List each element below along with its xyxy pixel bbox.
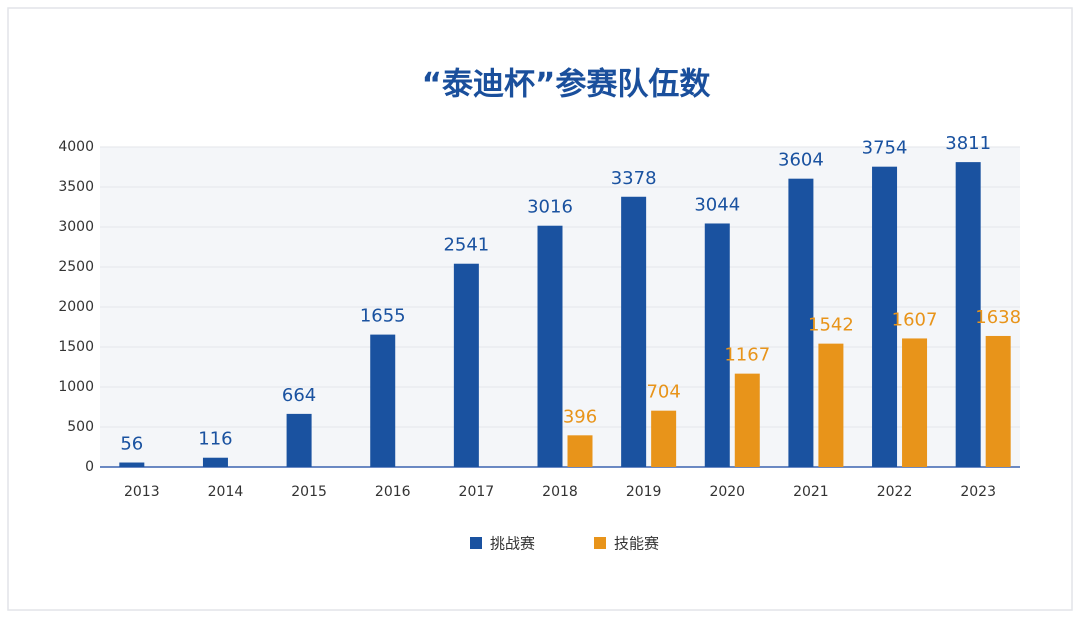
x-tick-label: 2018: [542, 484, 578, 500]
value-label: 116: [198, 429, 232, 450]
value-label: 2541: [443, 235, 489, 256]
bar: [119, 462, 145, 467]
bar: [537, 225, 563, 467]
y-tick-label: 4000: [58, 139, 94, 155]
x-tick-label: 2014: [208, 484, 244, 500]
value-label: 664: [282, 385, 316, 406]
bar: [788, 178, 814, 467]
x-tick-label: 2023: [960, 484, 996, 500]
bar: [370, 334, 396, 467]
value-label: 3016: [527, 197, 573, 218]
bar: [651, 410, 677, 467]
bar: [955, 162, 981, 467]
value-label: 1542: [808, 315, 854, 336]
y-tick-label: 3000: [58, 219, 94, 235]
y-tick-label: 2500: [58, 259, 94, 275]
x-tick-label: 2015: [291, 484, 327, 500]
bar: [704, 223, 730, 467]
value-label: 1655: [360, 306, 406, 327]
bar: [902, 338, 928, 467]
value-label: 1167: [724, 345, 770, 366]
x-tick-label: 2016: [375, 484, 411, 500]
bar: [567, 435, 593, 467]
y-tick-label: 0: [85, 459, 94, 475]
y-tick-label: 1500: [58, 339, 94, 355]
bar: [985, 335, 1011, 467]
x-tick-label: 2020: [709, 484, 745, 500]
x-tick-label: 2022: [877, 484, 913, 500]
x-tick-label: 2013: [124, 484, 160, 500]
bar: [453, 263, 479, 467]
chart-title: “泰迪杯”参赛队伍数: [422, 67, 711, 103]
bar: [202, 457, 228, 467]
value-label: 56: [120, 434, 143, 455]
value-label: 396: [563, 406, 597, 427]
bar: [818, 343, 844, 467]
x-tick-label: 2019: [626, 484, 662, 500]
value-label: 1638: [975, 307, 1021, 328]
legend-label: 技能赛: [614, 535, 659, 553]
y-tick-label: 2000: [58, 299, 94, 315]
value-label: 3604: [778, 150, 824, 171]
bar: [872, 166, 898, 467]
value-label: 3044: [694, 194, 740, 215]
y-tick-label: 3500: [58, 179, 94, 195]
y-tick-label: 1000: [58, 379, 94, 395]
value-label: 704: [646, 382, 680, 403]
bar: [734, 373, 760, 467]
legend-label: 挑战赛: [490, 535, 535, 553]
value-label: 3754: [862, 138, 908, 159]
bar: [621, 196, 647, 467]
y-tick-label: 500: [67, 419, 94, 435]
x-tick-label: 2021: [793, 484, 829, 500]
legend-swatch: [594, 537, 606, 549]
x-tick-label: 2017: [459, 484, 495, 500]
value-label: 1607: [892, 309, 938, 330]
bar: [286, 413, 312, 467]
value-label: 3378: [611, 168, 657, 189]
value-label: 3811: [945, 133, 991, 154]
legend-swatch: [470, 537, 482, 549]
